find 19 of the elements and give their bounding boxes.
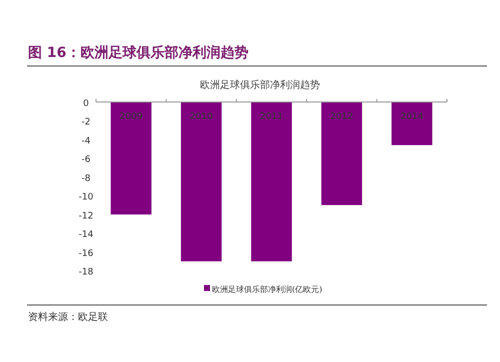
y-tick-label: -10 (78, 192, 94, 203)
chart-subtitle: 欧洲足球俱乐部净利润趋势 (200, 79, 320, 91)
y-tick-label: -2 (82, 118, 90, 128)
y-tick-label: -14 (78, 230, 94, 240)
x-tick-label: 2014 (400, 112, 424, 122)
y-tick-label: -12 (78, 211, 94, 222)
chart-title: 图 16：欧洲足球俱乐部净利润趋势 (28, 44, 248, 61)
y-tick-label: -18 (78, 268, 94, 278)
legend-label: 欧洲足球俱乐部净利润(亿欧元) (212, 285, 322, 294)
x-tick-label: 2010 (190, 112, 214, 122)
y-tick-label: -6 (82, 155, 91, 166)
x-tick-label: 2009 (120, 112, 143, 122)
y-tick-label: -8 (82, 174, 91, 184)
y-tick-label: -4 (82, 136, 91, 146)
y-tick-label: 0 (83, 99, 90, 109)
x-tick-label: 2012 (330, 112, 354, 122)
x-tick-label: 2011 (260, 112, 283, 122)
text: 资料来源：欧足联 (28, 311, 108, 323)
y-tick-label: -16 (78, 248, 94, 259)
